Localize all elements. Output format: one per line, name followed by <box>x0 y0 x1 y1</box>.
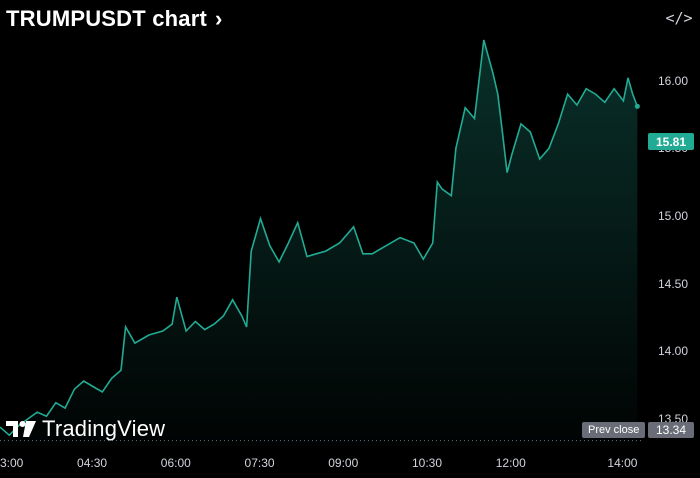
x-tick-label: 09:00 <box>328 456 359 470</box>
chevron-right-icon[interactable]: › <box>215 6 223 31</box>
prev-close-label: Prev close <box>582 422 646 438</box>
code-icon: </> <box>665 9 693 27</box>
tradingview-logo[interactable]: TradingView <box>6 416 165 442</box>
chart-title[interactable]: TRUMPUSDT chart <box>6 6 208 31</box>
last-price-dot <box>634 103 640 109</box>
x-tick-label: 06:00 <box>160 456 191 470</box>
x-tick-label: 07:30 <box>244 456 275 470</box>
y-tick-label: 15.00 <box>658 208 689 223</box>
y-tick-label: 14.00 <box>658 344 689 359</box>
chart-header: TRUMPUSDT chart › <box>6 4 222 34</box>
y-tick-label: 16.00 <box>658 73 689 88</box>
prev-close-value: 13.34 <box>648 422 694 438</box>
x-tick-label: 03:00 <box>0 456 24 470</box>
tradingview-logo-icon <box>6 421 36 437</box>
tradingview-logo-text: TradingView <box>42 416 166 441</box>
price-area-fill <box>0 40 638 446</box>
embed-code-button[interactable]: </> <box>665 8 693 28</box>
x-tick-label: 04:30 <box>77 456 108 470</box>
x-tick-label: 10:30 <box>412 456 443 470</box>
y-tick-label: 14.50 <box>658 276 689 291</box>
last-price-badge: 15.81 <box>648 133 694 150</box>
x-tick-label: 12:00 <box>495 456 526 470</box>
x-tick-label: 14:00 <box>607 456 638 470</box>
price-line <box>0 39 639 437</box>
